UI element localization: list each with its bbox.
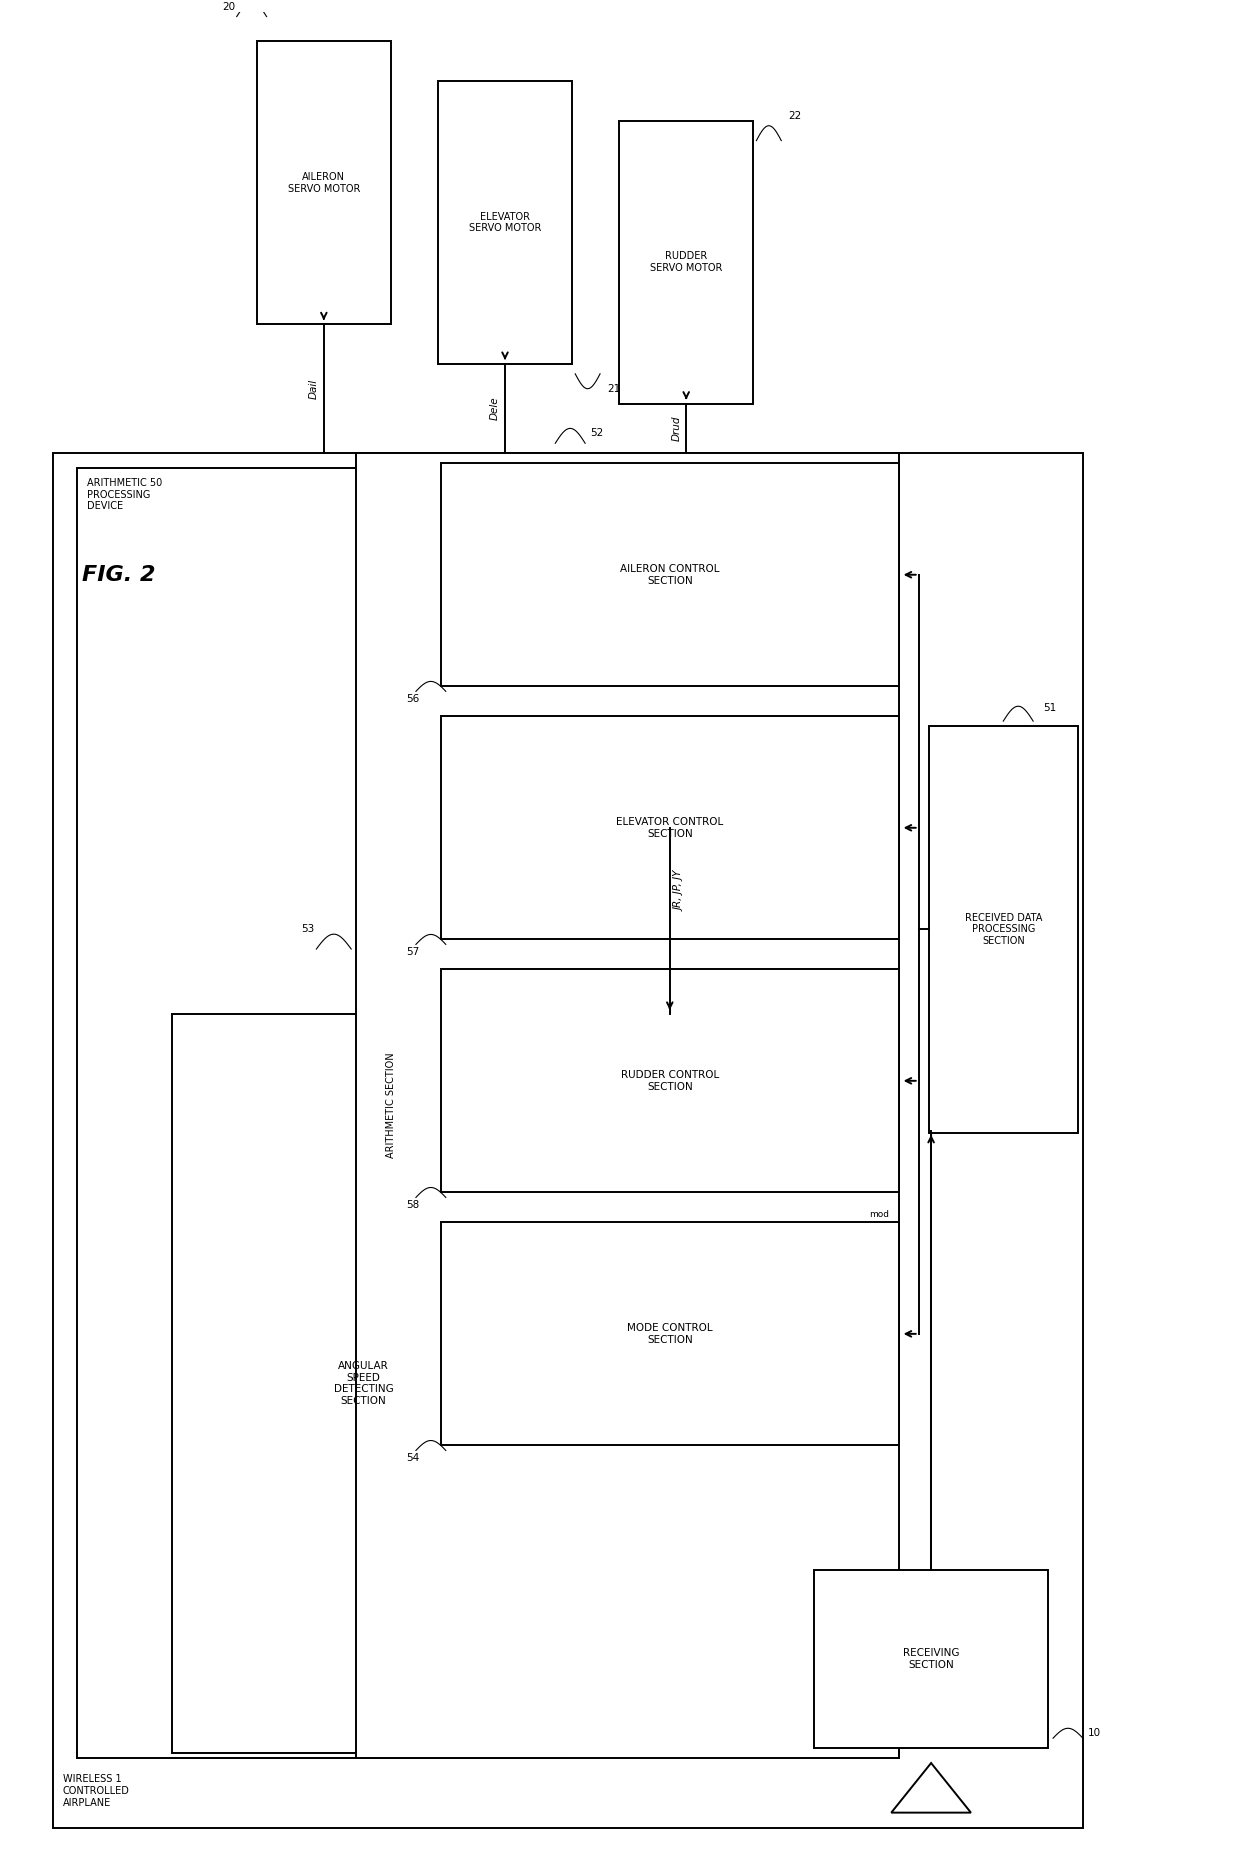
Text: 20: 20	[222, 2, 234, 11]
Text: 52: 52	[590, 428, 604, 439]
Text: 58: 58	[405, 1201, 419, 1210]
Text: MODE CONTROL
SECTION: MODE CONTROL SECTION	[627, 1323, 713, 1345]
Text: AILERON CONTROL
SECTION: AILERON CONTROL SECTION	[620, 564, 719, 585]
Text: Drud: Drud	[671, 417, 681, 441]
Bar	[356, 454, 899, 1758]
Text: 21: 21	[608, 383, 620, 394]
Bar	[172, 1014, 556, 1752]
Bar	[440, 969, 899, 1192]
Text: 51: 51	[1043, 702, 1056, 714]
Bar	[815, 1569, 1048, 1748]
Bar	[438, 80, 572, 364]
Text: 56: 56	[405, 695, 419, 704]
Text: 57: 57	[405, 947, 419, 958]
Text: FIG. 2: FIG. 2	[82, 566, 156, 585]
Bar	[257, 41, 391, 325]
Text: 53: 53	[301, 925, 315, 934]
Text: 54: 54	[405, 1453, 419, 1463]
Text: mod: mod	[869, 1210, 889, 1220]
Bar	[440, 463, 899, 686]
Text: AILERON
SERVO MOTOR: AILERON SERVO MOTOR	[288, 172, 360, 194]
Text: RECEIVED DATA
PROCESSING
SECTION: RECEIVED DATA PROCESSING SECTION	[965, 913, 1042, 945]
Text: RUDDER CONTROL
SECTION: RUDDER CONTROL SECTION	[621, 1070, 719, 1091]
Bar	[929, 727, 1078, 1132]
Bar	[52, 454, 1083, 1827]
Text: Dail: Dail	[309, 379, 319, 398]
Text: RECEIVING
SECTION: RECEIVING SECTION	[903, 1648, 960, 1670]
Bar	[77, 469, 560, 1758]
Text: ANGULAR
SPEED
DETECTING
SECTION: ANGULAR SPEED DETECTING SECTION	[334, 1362, 393, 1407]
Text: ARITHMETIC SECTION: ARITHMETIC SECTION	[386, 1054, 396, 1158]
Bar	[440, 715, 899, 940]
Text: Dele: Dele	[490, 396, 500, 420]
Text: 22: 22	[789, 110, 801, 121]
Text: WIRELESS 1
CONTROLLED
AIRPLANE: WIRELESS 1 CONTROLLED AIRPLANE	[62, 1775, 129, 1808]
Bar	[619, 121, 754, 403]
Text: ELEVATOR CONTROL
SECTION: ELEVATOR CONTROL SECTION	[616, 816, 723, 839]
Bar	[440, 1222, 899, 1446]
Text: JR, JP, JY: JR, JP, JY	[675, 870, 684, 912]
Text: ELEVATOR
SERVO MOTOR: ELEVATOR SERVO MOTOR	[469, 211, 541, 234]
Text: ARITHMETIC 50
PROCESSING
DEVICE: ARITHMETIC 50 PROCESSING DEVICE	[87, 478, 162, 512]
Text: RUDDER
SERVO MOTOR: RUDDER SERVO MOTOR	[650, 252, 723, 273]
Text: 10: 10	[1087, 1728, 1101, 1739]
